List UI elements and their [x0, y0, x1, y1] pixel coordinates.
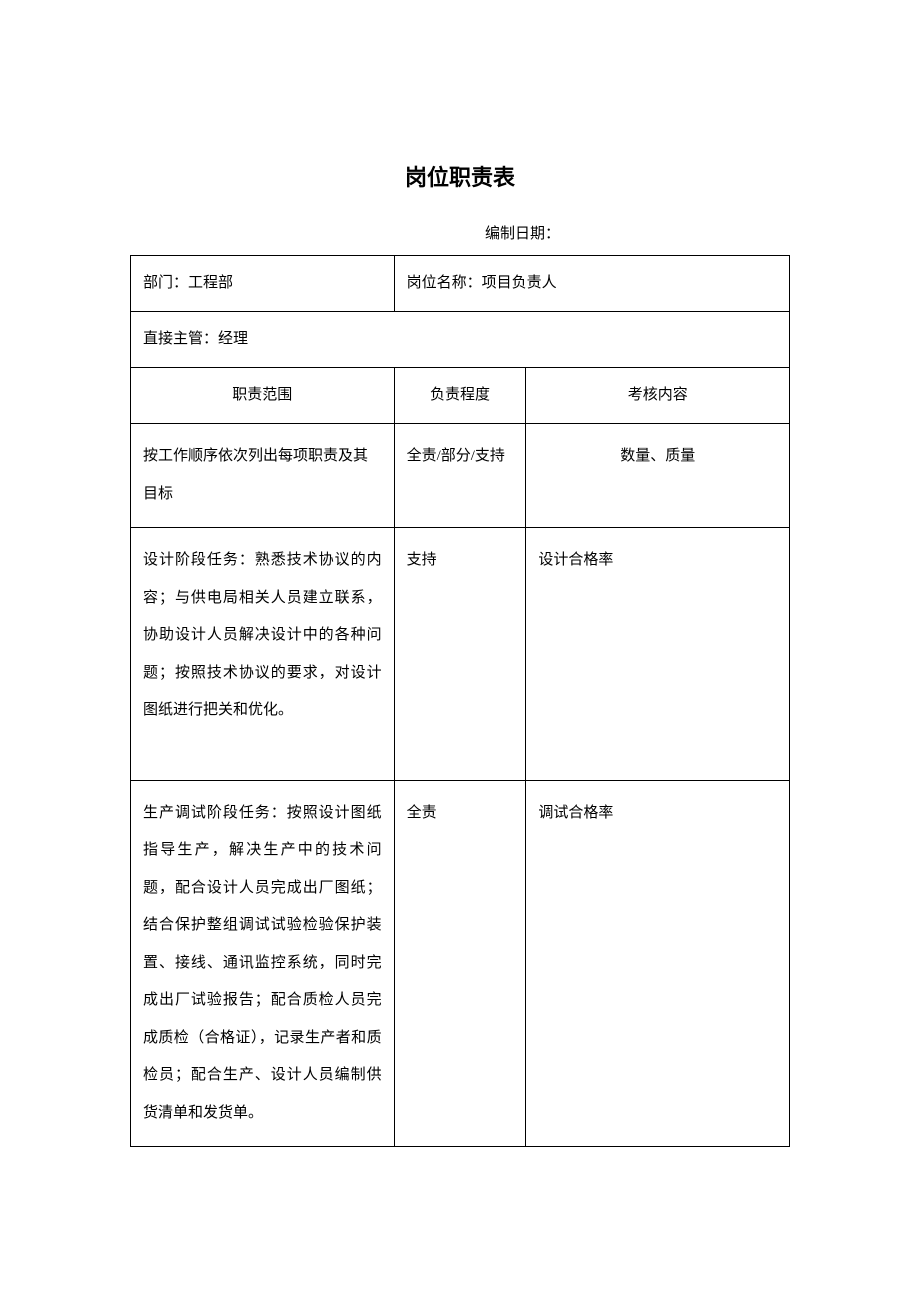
- table-row-info: 部门：工程部 岗位名称：项目负责人: [131, 256, 790, 312]
- task-2-degree: 全责: [394, 780, 526, 1147]
- department-cell: 部门：工程部: [131, 256, 395, 312]
- table-row-headers: 职责范围 负责程度 考核内容: [131, 368, 790, 424]
- header-degree: 负责程度: [394, 368, 526, 424]
- task-1-desc: 设计阶段任务：熟悉技术协议的内容；与供电局相关人员建立联系，协助设计人员解决设计…: [131, 528, 395, 781]
- page-container: 岗位职责表 编制日期： 部门：工程部 岗位名称：项目负责人 直接主管：经理 职责…: [0, 0, 920, 1147]
- job-responsibility-table: 部门：工程部 岗位名称：项目负责人 直接主管：经理 职责范围 负责程度 考核内容…: [130, 255, 790, 1147]
- header-scope: 职责范围: [131, 368, 395, 424]
- supervisor-cell: 直接主管：经理: [131, 312, 790, 368]
- subheader-scope: 按工作顺序依次列出每项职责及其目标: [131, 424, 395, 528]
- task-2-desc: 生产调试阶段任务：按照设计图纸指导生产，解决生产中的技术问题，配合设计人员完成出…: [131, 780, 395, 1147]
- table-row-task-1: 设计阶段任务：熟悉技术协议的内容；与供电局相关人员建立联系，协助设计人员解决设计…: [131, 528, 790, 781]
- document-title: 岗位职责表: [130, 160, 790, 192]
- position-cell: 岗位名称：项目负责人: [394, 256, 789, 312]
- table-row-supervisor: 直接主管：经理: [131, 312, 790, 368]
- subheader-degree: 全责/部分/支持: [394, 424, 526, 528]
- subheader-assessment: 数量、质量: [526, 424, 790, 528]
- date-label: 编制日期：: [130, 222, 790, 243]
- task-2-assessment: 调试合格率: [526, 780, 790, 1147]
- header-assessment: 考核内容: [526, 368, 790, 424]
- task-1-assessment: 设计合格率: [526, 528, 790, 781]
- table-row-subheaders: 按工作顺序依次列出每项职责及其目标 全责/部分/支持 数量、质量: [131, 424, 790, 528]
- task-1-degree: 支持: [394, 528, 526, 781]
- table-row-task-2: 生产调试阶段任务：按照设计图纸指导生产，解决生产中的技术问题，配合设计人员完成出…: [131, 780, 790, 1147]
